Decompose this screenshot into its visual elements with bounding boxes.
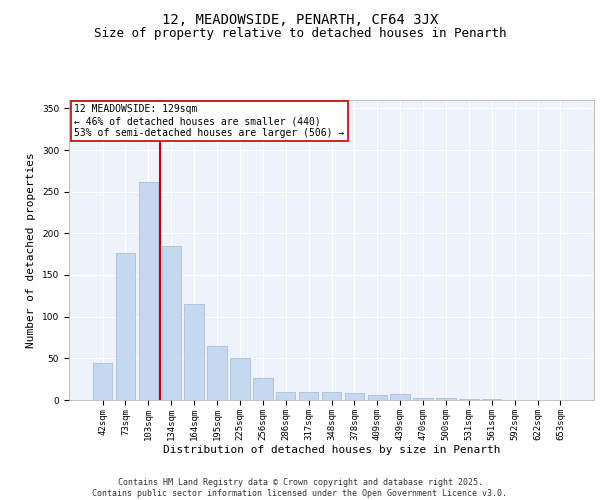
Bar [459, 399, 479, 400]
Text: Size of property relative to detached houses in Penarth: Size of property relative to detached ho… [94, 28, 506, 40]
Bar [436, 398, 455, 400]
Bar [184, 304, 204, 400]
Bar [230, 358, 250, 400]
Text: 12, MEADOWSIDE, PENARTH, CF64 3JX: 12, MEADOWSIDE, PENARTH, CF64 3JX [162, 12, 438, 26]
Bar [276, 392, 295, 400]
Bar [93, 364, 112, 400]
Bar [368, 395, 387, 400]
X-axis label: Distribution of detached houses by size in Penarth: Distribution of detached houses by size … [163, 446, 500, 456]
Bar [344, 392, 364, 400]
Bar [482, 399, 502, 400]
Y-axis label: Number of detached properties: Number of detached properties [26, 152, 37, 348]
Bar [208, 346, 227, 400]
Bar [413, 398, 433, 400]
Bar [116, 254, 135, 400]
Text: Contains HM Land Registry data © Crown copyright and database right 2025.
Contai: Contains HM Land Registry data © Crown c… [92, 478, 508, 498]
Bar [139, 182, 158, 400]
Bar [391, 394, 410, 400]
Bar [299, 392, 319, 400]
Bar [322, 392, 341, 400]
Bar [161, 246, 181, 400]
Text: 12 MEADOWSIDE: 129sqm
← 46% of detached houses are smaller (440)
53% of semi-det: 12 MEADOWSIDE: 129sqm ← 46% of detached … [74, 104, 344, 138]
Bar [253, 378, 272, 400]
